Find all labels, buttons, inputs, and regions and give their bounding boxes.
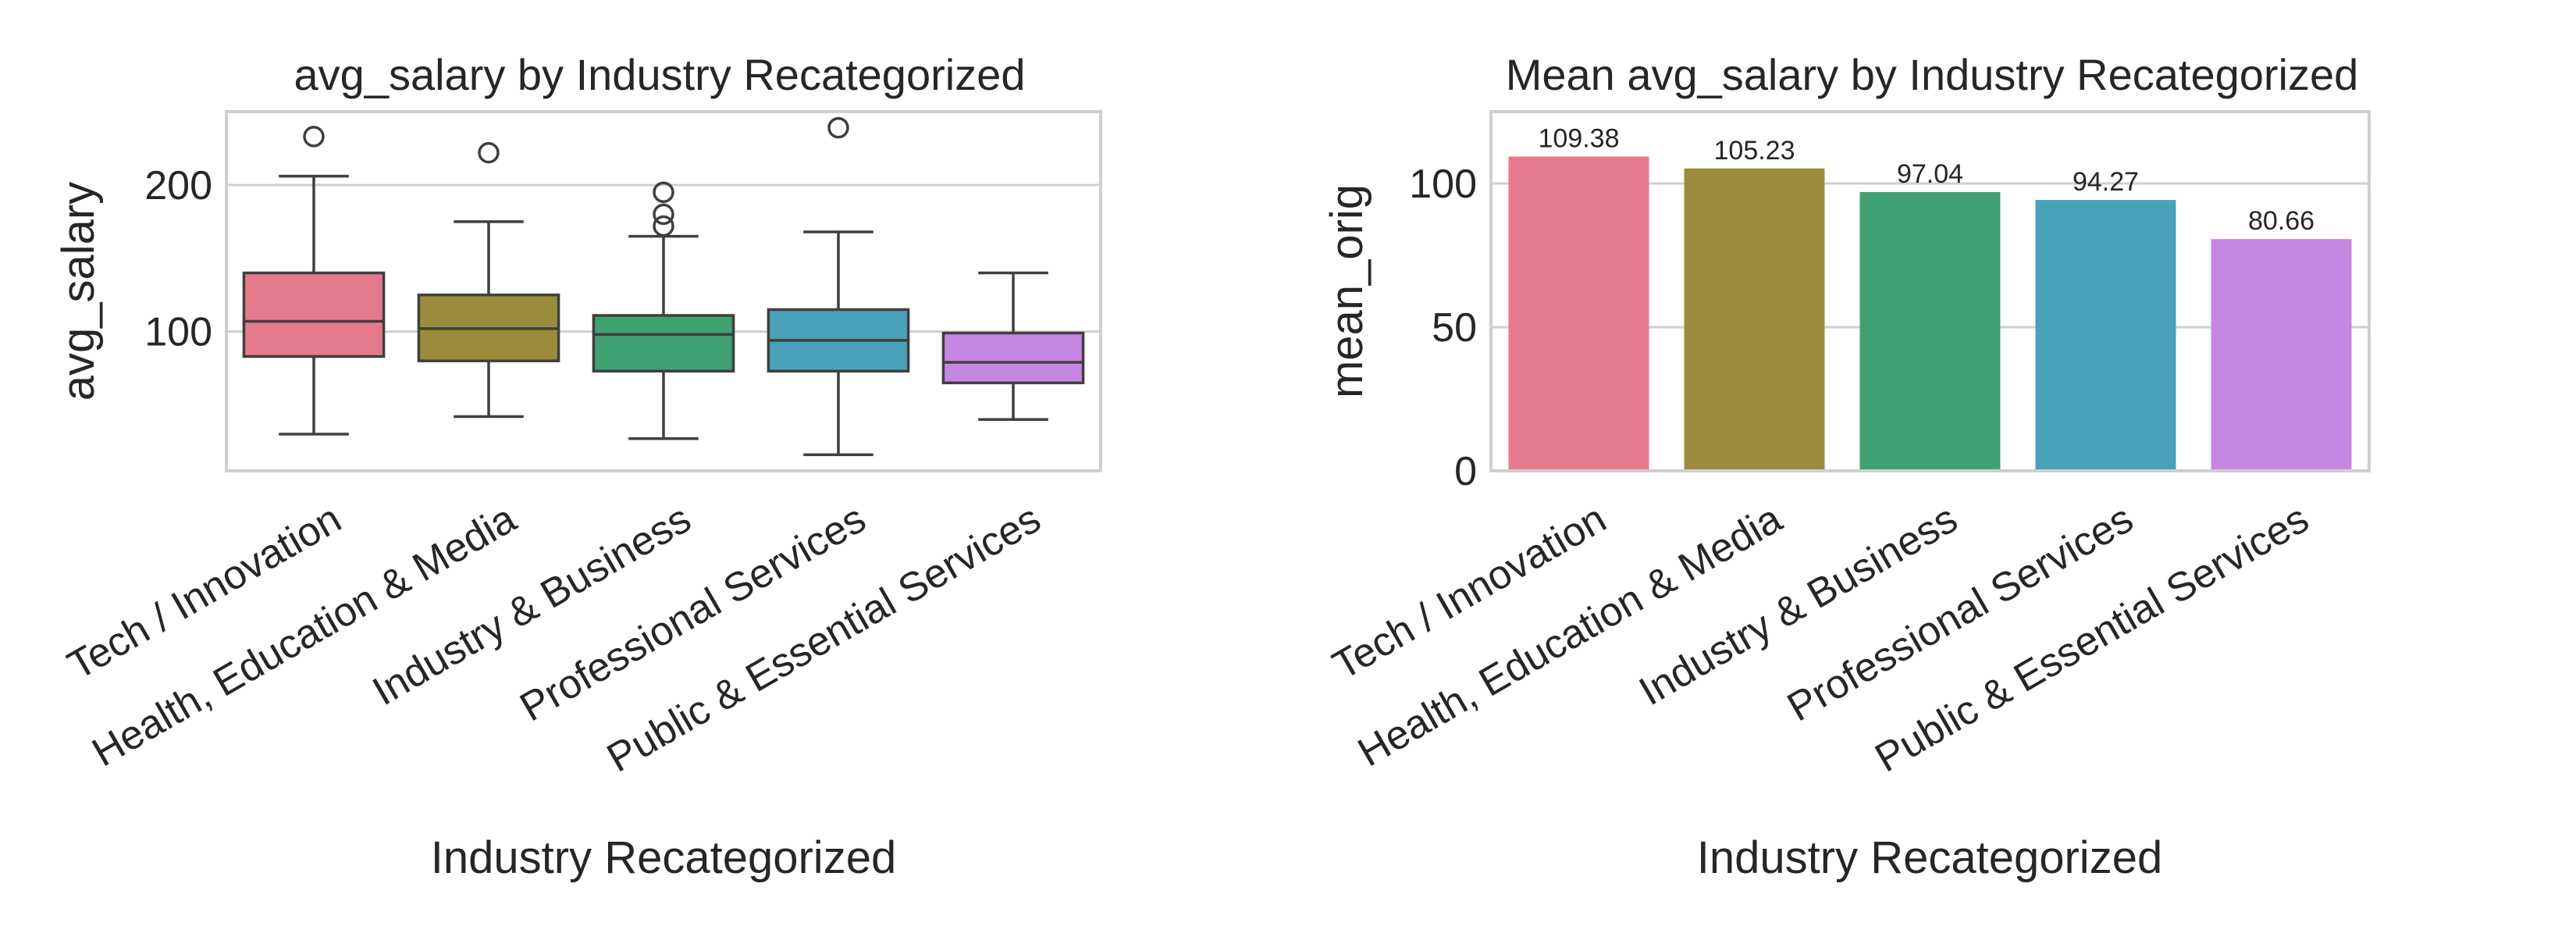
boxplot-y-tick-label: 200 (144, 163, 212, 208)
box-iqr (242, 271, 386, 358)
boxplot-y-tick-label: 100 (144, 310, 212, 355)
box-group (592, 181, 735, 440)
boxplot-x-axis-label: Industry Recategorized (431, 832, 896, 883)
barchart-axes-frame (1489, 110, 2371, 472)
box-iqr (592, 314, 735, 373)
bar (1859, 191, 2001, 471)
box-group (242, 126, 386, 436)
bar-value-label: 97.04 (1897, 159, 1963, 189)
boxplot-title: avg_salary by Industry Recategorized (294, 50, 1026, 99)
box-outlier-point (478, 141, 500, 164)
box-outlier-point (653, 203, 674, 226)
box-group (767, 116, 910, 457)
barchart-y-tick-label: 0 (1454, 449, 1477, 494)
barchart-y-tick-label: 50 (1432, 305, 1477, 351)
barchart-x-axis-label: Industry Recategorized (1697, 832, 2162, 883)
barchart-panel: Mean avg_salary by Industry Recategorize… (1322, 50, 2371, 883)
bar (1684, 168, 1825, 471)
bar-value-label: 105.23 (1714, 136, 1795, 166)
boxplot-axes-frame (225, 110, 1102, 472)
barchart-title: Mean avg_salary by Industry Recategorize… (1506, 50, 2359, 99)
box-outlier-point (303, 126, 325, 148)
bar-value-label: 109.38 (1539, 123, 1620, 153)
box-group (417, 141, 560, 419)
boxplot-y-axis-label: avg_salary (53, 182, 104, 401)
bar (1508, 156, 1649, 471)
bar-value-label: 94.27 (2073, 167, 2139, 197)
box-outlier-point (827, 116, 849, 139)
boxplot-panel: avg_salary by Industry Recategorized 100… (53, 50, 1102, 883)
bar-value-label: 80.66 (2248, 206, 2314, 236)
box-outlier-point (653, 181, 674, 204)
box-group (941, 271, 1085, 422)
bar (2035, 200, 2176, 471)
box-iqr (941, 331, 1085, 385)
barchart-y-tick-label: 100 (1409, 162, 1477, 207)
barchart-y-axis-label: mean_orig (1322, 184, 1372, 398)
bar (2211, 239, 2352, 471)
box-outlier-point (653, 215, 674, 237)
